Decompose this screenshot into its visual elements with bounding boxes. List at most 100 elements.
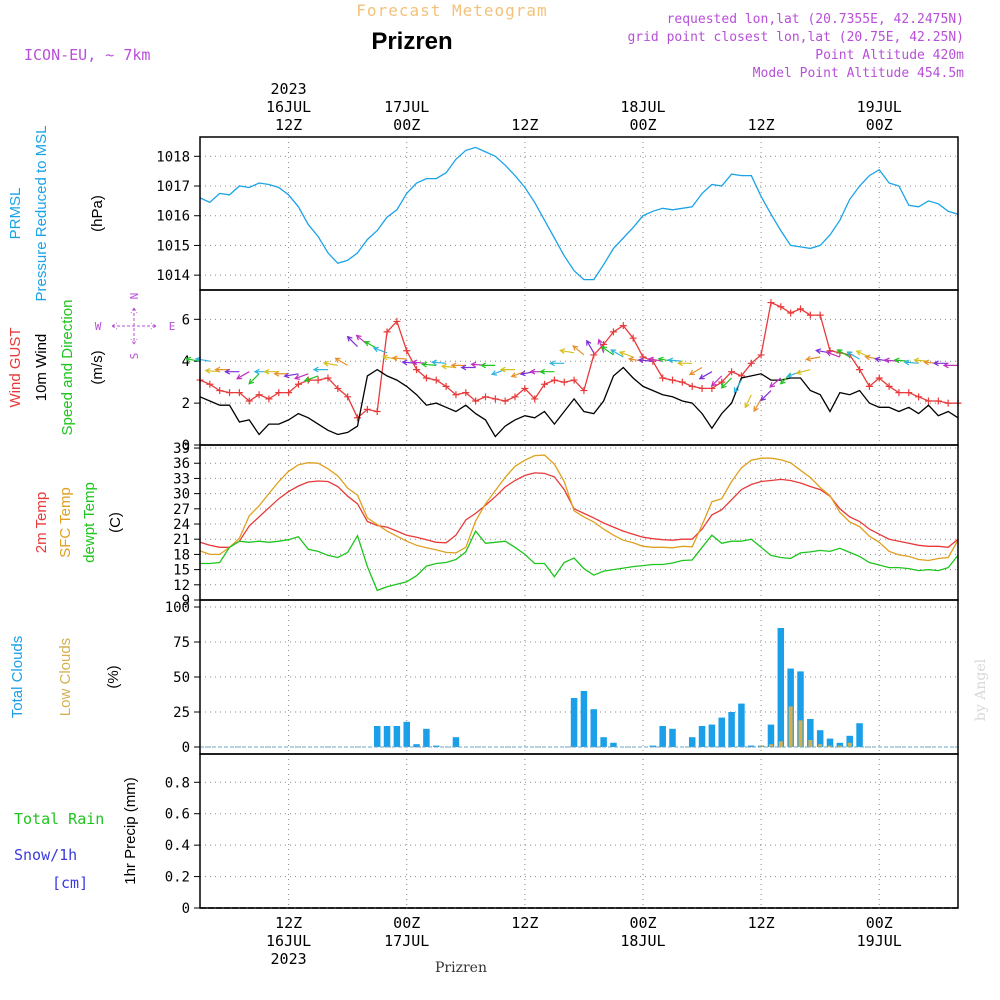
wind-direction-arrow — [480, 362, 496, 369]
y-axis-label: Wind GUST — [7, 327, 24, 407]
total-cloud-bar — [728, 712, 735, 747]
model-altitude: Model Point Altitude 454.5m — [753, 66, 964, 81]
wind-direction-arrow — [932, 360, 949, 367]
total-cloud-bar — [708, 724, 716, 747]
wind-direction-arrow — [688, 366, 703, 376]
low-cloud-bar — [837, 745, 842, 747]
y-axis-label: 10m Wind — [33, 334, 50, 402]
precip-legend-label: Total Rain — [14, 810, 104, 828]
gust-marker — [255, 391, 263, 399]
wind-direction-arrow — [214, 366, 230, 373]
gust-marker — [747, 359, 755, 367]
time-tick-label: 00Z — [866, 116, 893, 134]
total-cloud-bar — [393, 726, 401, 747]
gust-marker — [856, 366, 864, 374]
wind-direction-arrow — [548, 360, 565, 367]
gust-marker — [541, 380, 549, 388]
time-tick-label: 16JUL — [266, 932, 311, 950]
y-tick-label: 33 — [173, 471, 190, 487]
total-cloud-bar — [807, 719, 814, 747]
wind-direction-arrow — [450, 362, 466, 369]
y-tick-label: 0.4 — [165, 838, 190, 854]
wind-direction-arrow — [559, 348, 575, 354]
gust-marker — [354, 414, 362, 422]
requested-coords: requested lon,lat (20.7355E, 42.2475N) — [667, 12, 964, 27]
total-cloud-bar — [423, 728, 430, 747]
gust-marker — [216, 387, 224, 395]
wind-direction-arrow — [572, 345, 585, 356]
panel-frame — [199, 599, 959, 755]
total-cloud-bar — [738, 703, 745, 747]
total-cloud-bar — [856, 723, 863, 747]
total-cloud-bar — [836, 742, 844, 747]
precip-panel: 0 0.2 0.4 0.6 0.8 1hr Precip (mm) Total Rain Sn… — [14, 753, 959, 917]
y-axis-unit: (hPa) — [89, 195, 106, 232]
total-cloud-bar — [649, 745, 657, 747]
wind-direction-arrow — [248, 373, 260, 385]
gust-marker — [550, 376, 558, 384]
series-line-2m-temp — [199, 472, 959, 548]
gust-marker — [472, 397, 480, 405]
panel-frame — [199, 136, 959, 291]
gust-marker — [777, 303, 785, 311]
gust-marker — [787, 309, 795, 317]
clouds-panel: 0 25 50 75 100 Total Clouds Low Clouds (%) — [9, 599, 959, 756]
gust-marker — [698, 384, 706, 392]
y-tick-label: 0.6 — [165, 807, 190, 823]
wind-direction-arrow — [942, 362, 958, 369]
y-tick-label: 18 — [173, 547, 190, 563]
y-tick-label: 0.2 — [165, 870, 190, 886]
series-line-sfc-temp — [199, 454, 959, 562]
gust-marker — [609, 328, 617, 336]
wind-direction-arrow — [283, 372, 299, 379]
total-cloud-bar — [688, 737, 696, 747]
gust-marker — [206, 380, 214, 388]
panel-frame — [199, 753, 959, 909]
gust-marker — [442, 382, 450, 390]
wind-direction-arrow — [836, 349, 851, 358]
wind-direction-arrow — [539, 368, 555, 375]
precip-legend-label: Snow/1h — [14, 846, 77, 864]
time-tick-label: 2023 — [271, 950, 307, 968]
series-line-pressure — [199, 146, 959, 281]
y-tick-label: 1017 — [156, 179, 190, 195]
gust-marker — [285, 389, 293, 397]
compass-rose — [111, 307, 157, 345]
wind-direction-arrow — [224, 368, 240, 375]
gust-marker — [629, 334, 637, 342]
gust-marker — [659, 374, 667, 382]
gust-marker — [452, 391, 460, 399]
y-axis-label: Pressure Reduced to MSL — [33, 126, 50, 302]
gust-marker — [393, 317, 401, 325]
wind-direction-arrow — [194, 356, 210, 363]
wind-direction-arrow — [610, 349, 624, 358]
wind-direction-arrow — [391, 355, 407, 362]
y-tick-label: 1014 — [156, 268, 190, 284]
gust-marker — [806, 311, 814, 319]
wind-direction-arrow — [499, 366, 516, 373]
y-tick-label: 100 — [165, 600, 190, 616]
gust-marker — [678, 378, 686, 386]
wind-direction-arrow — [805, 355, 821, 362]
time-tick-label: 00Z — [629, 914, 656, 932]
gust-marker — [757, 351, 765, 359]
wind-direction-arrow — [720, 377, 733, 389]
total-cloud-bar — [580, 691, 588, 747]
wind-direction-arrow — [421, 361, 437, 368]
city-title: Prizren — [371, 28, 452, 55]
y-axis-label: SFC Temp — [57, 487, 74, 558]
wind-direction-arrow — [346, 335, 358, 347]
y-tick-label: 0.8 — [165, 775, 190, 791]
gust-marker — [501, 397, 509, 405]
y-axis-label: 1hr Precip (mm) — [122, 777, 139, 885]
wind-direction-arrow — [293, 373, 309, 380]
time-tick-label: 16JUL — [266, 98, 311, 116]
gust-marker — [580, 387, 588, 395]
wind-direction-arrow — [263, 368, 279, 375]
precip-legend-label: [cm] — [52, 874, 88, 892]
y-axis-unit: (m/s) — [89, 350, 106, 384]
gust-marker — [796, 305, 804, 313]
y-tick-label: 50 — [173, 670, 190, 686]
